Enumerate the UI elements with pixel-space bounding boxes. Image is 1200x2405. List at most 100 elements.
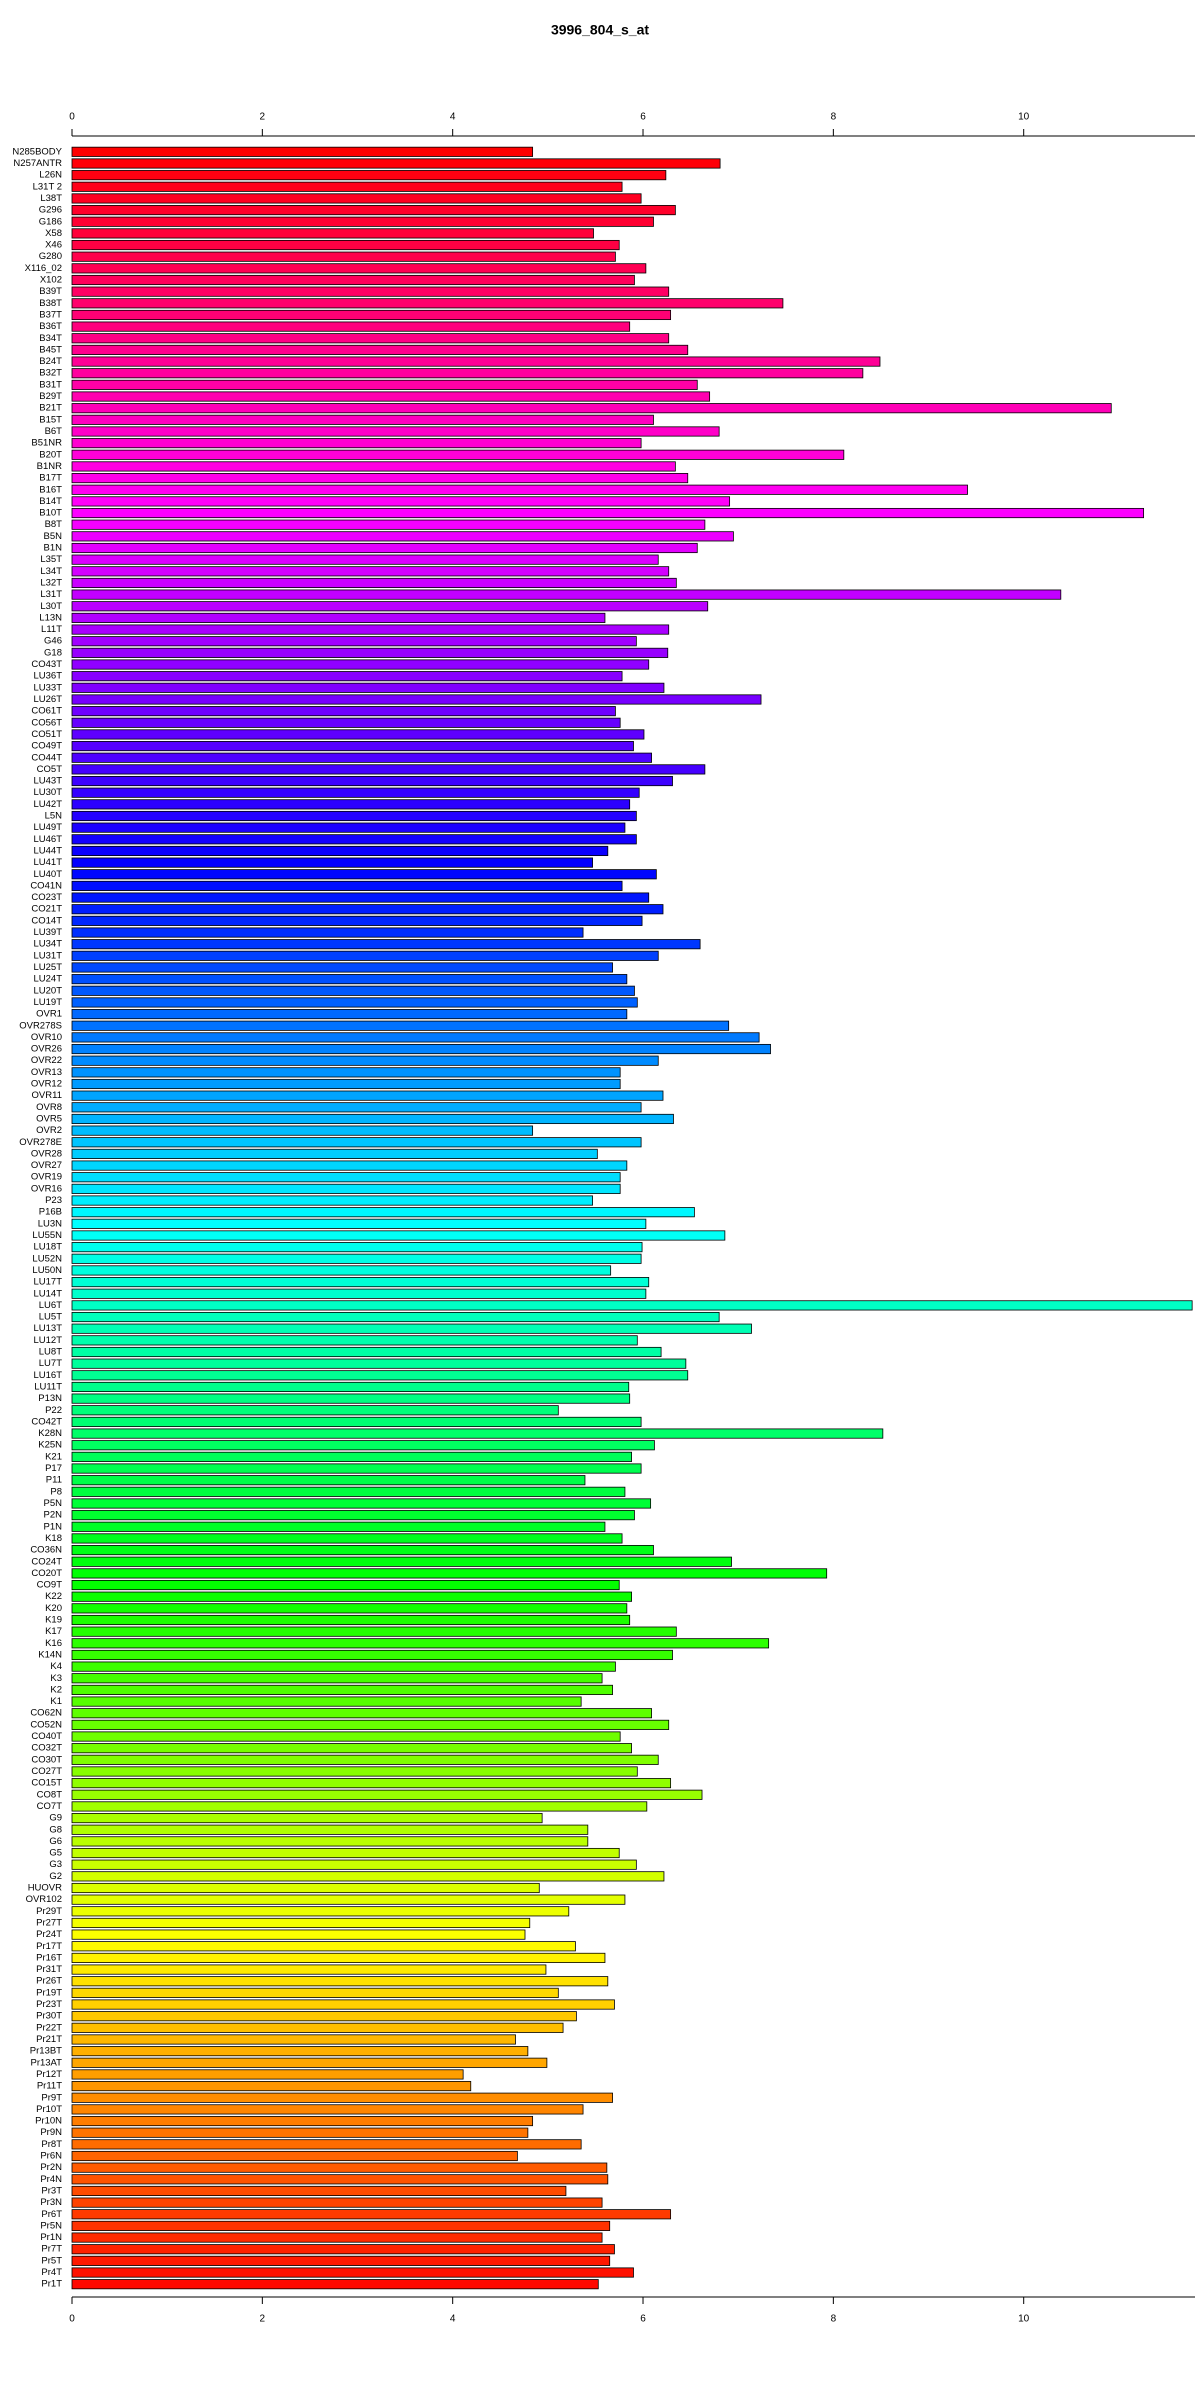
bar	[71, 286, 670, 297]
y-tick-label: X102	[40, 275, 62, 286]
bar	[71, 1801, 648, 1812]
y-tick-label: LU3N	[38, 1218, 62, 1229]
bar	[71, 997, 638, 1008]
y-tick-label: Pr11T	[37, 2081, 62, 2092]
y-tick-label: Pr31T	[36, 1964, 62, 1975]
bar	[71, 1078, 621, 1090]
y-tick-label: Pr6T	[41, 2209, 62, 2220]
y-tick-label: P11	[46, 1475, 62, 1486]
y-tick-label: L11T	[41, 624, 62, 635]
bar	[71, 1871, 665, 1882]
bar	[71, 1568, 828, 1579]
y-tick-label: B36T	[39, 321, 62, 332]
y-tick-label: K20	[45, 1603, 62, 1614]
y-tick-label: CO61T	[31, 706, 62, 717]
bar	[71, 869, 657, 880]
bar	[71, 706, 616, 717]
bar	[71, 484, 968, 495]
bar	[71, 647, 669, 658]
bar	[71, 1113, 674, 1125]
y-tick-label: Pr5T	[41, 2255, 62, 2266]
bar	[71, 414, 654, 425]
y-tick-label: CO9T	[37, 1580, 63, 1591]
bar	[71, 519, 706, 530]
bar	[71, 1789, 703, 1800]
bar	[71, 263, 647, 274]
bar	[71, 554, 659, 565]
bar	[71, 1987, 559, 1998]
y-tick-label: Pr4N	[40, 2174, 62, 2185]
bar	[71, 1952, 606, 1963]
y-tick-label: P2N	[44, 1510, 63, 1521]
bar	[71, 1195, 593, 1206]
bar	[71, 1288, 647, 1299]
bar	[71, 1591, 632, 1602]
y-tick-label: B24T	[39, 356, 62, 367]
y-tick-label: LU55N	[32, 1230, 62, 1241]
bar	[71, 1649, 673, 1661]
bar	[71, 1277, 650, 1288]
y-tick-label: L35T	[40, 554, 62, 565]
y-tick-label: Pr19T	[36, 1987, 62, 1998]
y-tick-label: LU33T	[33, 682, 62, 693]
y-tick-label: K3	[50, 1673, 62, 1684]
y-tick-label: OVR10	[31, 1032, 62, 1043]
y-tick-label: P16B	[39, 1207, 62, 1218]
y-tick-label: LU19T	[33, 997, 62, 1008]
y-tick-label: LU36T	[33, 671, 62, 682]
chart-title: 3996_804_s_at	[551, 22, 649, 38]
x-tick-label: 4	[450, 112, 456, 123]
y-tick-label: K18	[45, 1533, 62, 1544]
bar	[71, 659, 650, 670]
bar	[71, 1894, 626, 1905]
y-tick-label: G46	[44, 636, 62, 647]
y-tick-label: LU50N	[32, 1265, 62, 1276]
y-tick-label: Pr10N	[35, 2116, 62, 2127]
bar	[71, 496, 731, 507]
y-tick-label: B15T	[39, 414, 62, 425]
bar	[71, 1614, 631, 1626]
bar	[71, 1148, 598, 1159]
y-tick-label: B16T	[39, 484, 62, 495]
bar	[71, 1533, 623, 1544]
bar	[71, 962, 613, 973]
y-tick-label: B38T	[39, 298, 62, 309]
y-tick-label: CO42T	[31, 1416, 62, 1427]
bar	[71, 834, 637, 845]
bar	[71, 2174, 609, 2185]
y-tick-label: CO24T	[31, 1556, 62, 1567]
bar	[71, 880, 623, 891]
bar	[71, 298, 784, 309]
y-tick-label: LU13T	[33, 1323, 62, 1334]
bar	[71, 2244, 615, 2255]
bar	[71, 473, 689, 484]
bar	[71, 2011, 577, 2022]
bar	[71, 1836, 589, 1847]
bar	[71, 1090, 664, 1101]
y-tick-label: N257ANTR	[13, 158, 62, 169]
y-tick-label: G9	[49, 1813, 62, 1824]
bar	[71, 1603, 628, 1614]
y-tick-label: CO21T	[31, 904, 62, 915]
y-tick-label: P17	[45, 1463, 62, 1474]
bar	[71, 1055, 659, 1066]
bar	[71, 974, 628, 985]
bar	[71, 2115, 534, 2127]
bar	[71, 333, 670, 344]
bar	[71, 379, 698, 390]
bar	[71, 1440, 655, 1451]
bar	[71, 1929, 526, 1940]
bar	[71, 1311, 720, 1323]
y-tick-label: L38T	[40, 193, 62, 204]
bar	[71, 309, 672, 321]
bar	[71, 787, 640, 798]
y-tick-label: LU52N	[32, 1253, 62, 1264]
y-tick-label: LU7T	[39, 1358, 62, 1369]
y-tick-label: L31T 2	[33, 181, 62, 192]
bar	[71, 1708, 652, 1719]
x-tick-label: 8	[831, 112, 837, 123]
bar	[71, 1043, 771, 1055]
y-tick-label: B5N	[44, 531, 63, 542]
bar	[71, 764, 706, 775]
y-tick-label: Pr12T	[36, 2069, 62, 2080]
